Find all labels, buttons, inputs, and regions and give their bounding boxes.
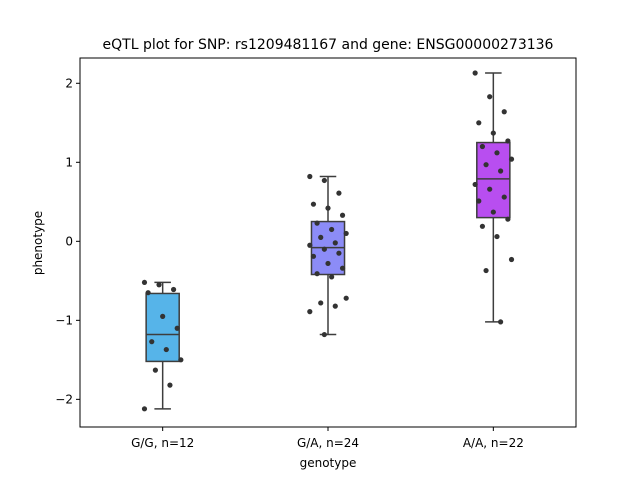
data-point	[498, 319, 504, 325]
data-point	[314, 220, 320, 226]
data-point	[339, 212, 346, 218]
data-point	[487, 94, 493, 100]
data-point	[472, 70, 478, 76]
box-3	[476, 141, 511, 219]
data-point	[318, 234, 324, 240]
data-point	[310, 201, 317, 207]
data-point	[149, 339, 155, 345]
data-point	[174, 325, 180, 331]
x-axis-label: genotype	[300, 456, 357, 470]
y-tick-label: −2	[55, 392, 73, 406]
data-point	[476, 120, 482, 126]
data-point	[343, 295, 349, 301]
y-tick-label: −1	[55, 313, 73, 327]
data-point	[170, 286, 177, 293]
y-axis-ticks: −2 −1 0 1 2	[55, 76, 80, 406]
points-layer	[141, 70, 515, 412]
data-point	[498, 168, 504, 174]
data-point	[483, 162, 489, 168]
data-point	[494, 233, 500, 240]
data-point	[163, 346, 169, 353]
data-point	[329, 274, 335, 280]
data-point	[156, 282, 162, 288]
data-point	[307, 242, 313, 248]
y-tick-label: 2	[65, 76, 73, 90]
data-point	[501, 194, 507, 200]
data-point	[141, 279, 148, 286]
data-point	[314, 271, 320, 277]
chart-title: eQTL plot for SNP: rs1209481167 and gene…	[103, 37, 554, 53]
x-tick-label: G/A, n=24	[297, 436, 359, 450]
x-tick-label: G/G, n=12	[131, 436, 194, 450]
data-point	[325, 260, 331, 267]
data-point	[479, 143, 486, 150]
x-axis-ticks: G/G, n=12 G/A, n=24 A/A, n=22	[131, 427, 524, 450]
data-point	[505, 138, 511, 144]
data-point	[487, 186, 493, 192]
y-tick-label: 0	[65, 234, 73, 248]
data-point	[310, 253, 317, 259]
data-point	[490, 130, 496, 136]
data-point	[318, 300, 324, 306]
y-tick-label: 1	[65, 155, 73, 169]
data-point	[178, 357, 184, 363]
data-point	[336, 190, 342, 196]
data-point	[343, 230, 349, 237]
boxes-layer	[145, 72, 511, 410]
data-point	[307, 173, 313, 180]
data-point	[501, 109, 507, 115]
data-point	[483, 267, 489, 274]
x-tick-label: A/A, n=22	[463, 436, 524, 450]
data-point	[336, 250, 342, 256]
data-point	[329, 226, 335, 233]
data-point	[321, 177, 327, 184]
data-point	[152, 367, 158, 373]
data-point	[508, 156, 515, 162]
data-point	[505, 216, 511, 222]
data-point	[325, 205, 331, 211]
data-point	[494, 150, 500, 156]
data-point	[339, 265, 346, 271]
box-1	[145, 292, 180, 363]
y-axis-label: phenotype	[31, 211, 45, 275]
data-point	[160, 313, 166, 319]
data-point	[472, 181, 478, 188]
data-point	[490, 209, 496, 215]
data-point	[141, 406, 148, 412]
data-point	[321, 246, 327, 252]
data-point	[145, 290, 151, 296]
data-point	[476, 198, 482, 204]
data-point	[307, 309, 313, 315]
data-point	[332, 240, 338, 246]
data-point	[508, 256, 515, 263]
data-point	[321, 331, 327, 338]
data-point	[479, 223, 486, 229]
data-point	[332, 303, 338, 309]
data-point	[167, 382, 173, 388]
